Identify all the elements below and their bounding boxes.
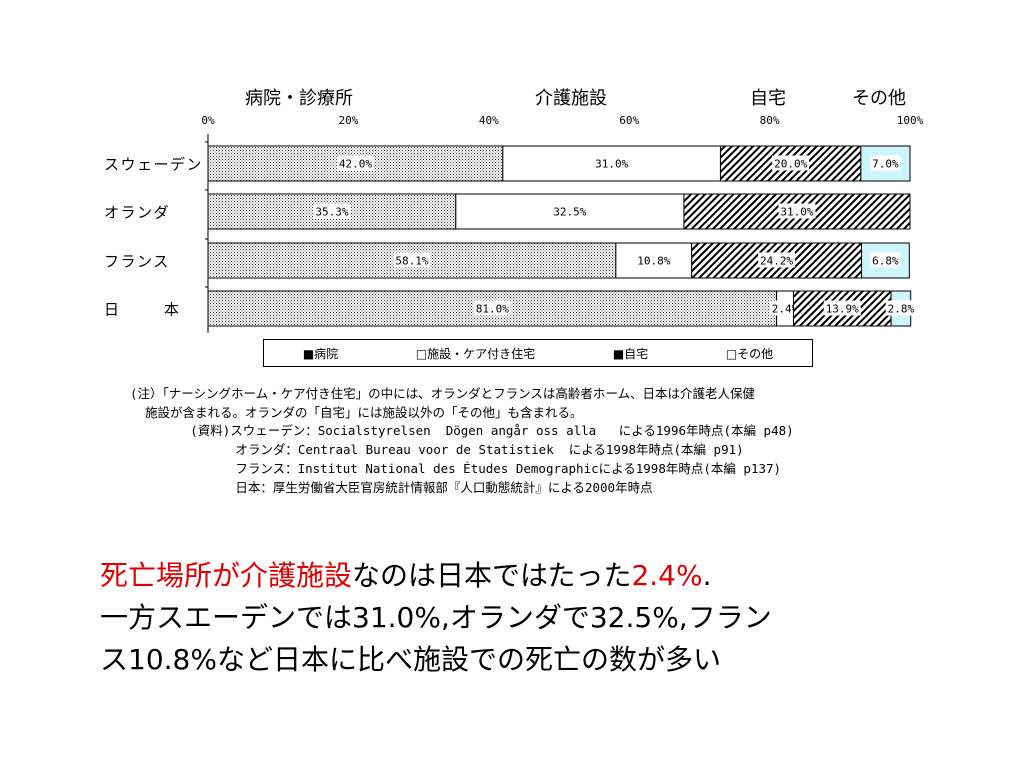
data-label: 31.0%	[780, 206, 813, 219]
legend-item-care: □施設・ケア付き住宅	[416, 345, 535, 362]
bar-segment	[683, 193, 911, 230]
legend-item-home: ■自宅	[613, 345, 648, 362]
message-line-3: ス10.8%など日本に比べ施設での死亡の数が多い	[100, 643, 721, 676]
x-tick-label: 80%	[760, 114, 780, 127]
data-label: 81.0%	[476, 303, 509, 316]
data-label-bg	[393, 252, 431, 268]
data-label-bg	[870, 252, 901, 268]
source-line: フランス：Institut National des Études Demogr…	[130, 460, 782, 476]
data-label: 20.0%	[774, 158, 807, 171]
data-label-bg	[769, 300, 801, 316]
data-label-bg	[313, 203, 351, 219]
chart-legend: ■病院 □施設・ケア付き住宅 ■自宅 □その他	[263, 339, 813, 367]
data-label: 42.0%	[339, 158, 372, 171]
x-tick-label: 0%	[201, 114, 215, 127]
data-label-bg	[823, 300, 861, 316]
data-label-bg	[551, 203, 589, 219]
legend-item-hospital: ■病院	[303, 345, 338, 362]
data-label-bg	[593, 155, 631, 171]
message-highlight: 死亡場所が介護施設	[100, 559, 353, 592]
source-line: (資料)スウェーデン：Socialstyrelsen Dögen angår o…	[130, 423, 794, 439]
data-label: 10.8%	[637, 255, 670, 268]
legend-label-other: □その他	[725, 346, 774, 361]
data-label: 32.5%	[553, 206, 586, 219]
category-label: フランス	[104, 253, 170, 271]
data-label-bg	[336, 155, 374, 171]
data-label: 2.4%	[772, 303, 799, 316]
data-label-bg	[870, 155, 901, 171]
data-label: 24.2%	[760, 255, 793, 268]
legend-label-care: □施設・ケア付き住宅	[415, 346, 536, 361]
header-other: その他	[852, 88, 906, 109]
data-label: 58.1%	[395, 255, 428, 268]
data-label: 6.8%	[872, 255, 899, 268]
legend-item-other: □その他	[726, 345, 773, 362]
x-tick-label: 20%	[338, 114, 358, 127]
note-line: 施設が含まれる。オランダの「自宅」には施設以外の「その他」も含まれる。	[130, 404, 583, 420]
data-label: 35.3%	[315, 206, 348, 219]
category-label: オランダ	[104, 204, 170, 222]
slide-message: 死亡場所が介護施設なのは日本ではたった2.4%. 一方スエーデンでは31.0%,…	[100, 555, 772, 681]
data-label-bg	[778, 203, 816, 219]
header-hospital: 病院・診療所	[245, 88, 353, 109]
data-label: 13.9%	[826, 303, 859, 316]
x-tick-label: 40%	[479, 114, 499, 127]
source-line: 日本：厚生労働省大臣官房統計情報部『人口動態統計』による2000年時点	[130, 479, 653, 495]
chart-notes: (注）「ナーシングホーム・ケア付き住宅」の中には、オランダとフランスは高齢者ホー…	[130, 385, 794, 497]
legend-label-home: ■自宅	[612, 346, 649, 361]
message-line-2: 一方スエーデンでは31.0%,オランダで32.5%,フラン	[100, 601, 772, 634]
data-label-bg	[635, 252, 673, 268]
x-tick-label: 60%	[619, 114, 639, 127]
data-label-bg	[885, 300, 917, 316]
data-label-bg	[473, 300, 511, 316]
data-label: 2.8%	[888, 303, 915, 316]
message-line-1: 死亡場所が介護施設なのは日本ではたった2.4%.	[100, 555, 772, 597]
data-label-bg	[772, 155, 810, 171]
x-tick-label: 100%	[897, 114, 924, 127]
message-highlight-value: 2.4%	[631, 559, 703, 592]
message-period: .	[702, 559, 712, 592]
data-label: 7.0%	[872, 158, 899, 171]
legend-label-hospital: ■病院	[302, 346, 339, 361]
note-line: (注）「ナーシングホーム・ケア付き住宅」の中には、オランダとフランスは高齢者ホー…	[130, 386, 756, 401]
data-label: 31.0%	[595, 158, 628, 171]
header-home: 自宅	[750, 88, 786, 109]
category-label: スウェーデン	[104, 156, 203, 174]
source-line: オランダ：Centraal Bureau voor de Statistiek …	[130, 442, 744, 458]
data-label-bg	[758, 252, 796, 268]
category-label: 日 本	[104, 301, 179, 319]
message-text: なのは日本ではたった	[352, 559, 632, 592]
header-care-facility: 介護施設	[535, 88, 607, 109]
